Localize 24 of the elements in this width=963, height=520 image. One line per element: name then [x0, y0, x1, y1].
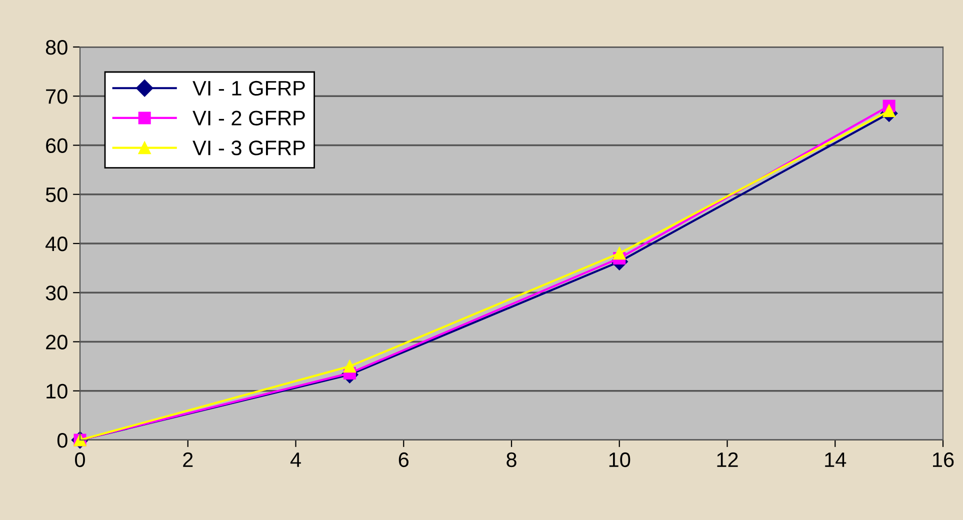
- y-tick-label: 30: [46, 286, 68, 300]
- x-tick-label: 10: [609, 452, 630, 468]
- x-tick-label: 6: [398, 452, 409, 468]
- y-tick-label: 40: [46, 236, 68, 252]
- y-tick-label: 80: [46, 40, 68, 55]
- x-tick-label: 16: [933, 452, 954, 468]
- x-tick-label: 8: [506, 452, 516, 468]
- y-tick-label: 70: [46, 89, 68, 104]
- legend-label: VI - 3 GFRP: [192, 140, 305, 156]
- y-tick-label: 0: [57, 433, 68, 448]
- point: [343, 360, 356, 373]
- x-tick-label: 0: [75, 452, 85, 468]
- y-tick-label: 10: [46, 384, 68, 399]
- x-tick-label: 4: [290, 452, 301, 467]
- legend-label: VI - 2 GFRP: [192, 110, 305, 126]
- x-tick-label: 12: [717, 452, 738, 467]
- point: [882, 104, 896, 118]
- x-tick-label: 14: [825, 452, 846, 467]
- y-tick-label: 60: [46, 138, 68, 154]
- y-tick-label: 20: [46, 334, 68, 350]
- x-tick-label: 2: [183, 452, 193, 467]
- point: [613, 247, 626, 260]
- y-tick-label: 50: [46, 187, 68, 202]
- legend-label: VI - 1 GFRP: [192, 80, 305, 96]
